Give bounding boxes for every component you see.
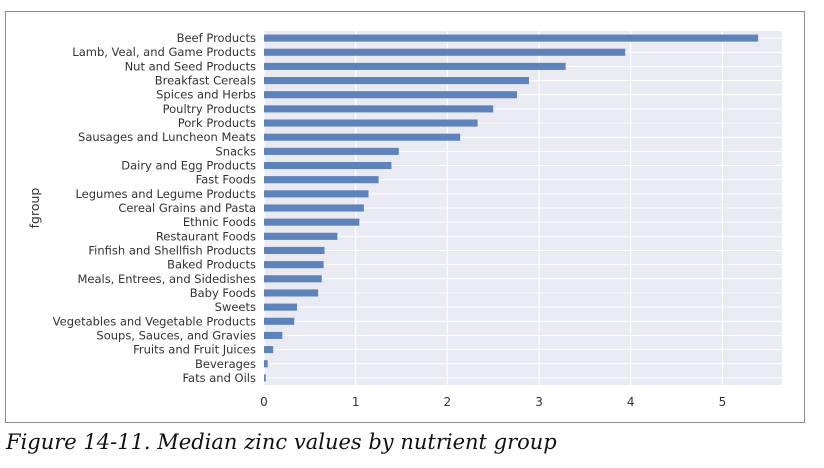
y-tick-label: Spices and Herbs <box>156 88 256 102</box>
bar <box>264 204 364 212</box>
bar <box>264 360 268 368</box>
x-tick-label: 1 <box>352 395 360 409</box>
bar <box>264 48 626 56</box>
bar <box>264 289 319 297</box>
y-tick-label: Nut and Seed Products <box>125 59 256 73</box>
y-tick-label: Snacks <box>215 144 256 158</box>
x-tick-label: 3 <box>535 395 543 409</box>
figure-frame: 0 1 2 3 4 5 Beef Products Lamb, Veal, and Game … <box>5 11 805 423</box>
bar <box>264 62 566 70</box>
y-tick-label: Fast Foods <box>196 173 256 187</box>
x-tick-label: 0 <box>260 395 268 409</box>
bar <box>264 232 338 240</box>
bar <box>264 190 369 198</box>
bar <box>264 176 379 184</box>
y-tick-label: Breakfast Cereals <box>155 74 256 88</box>
y-tick-label: Poultry Products <box>163 102 256 116</box>
bar <box>264 331 283 339</box>
bar <box>264 77 529 85</box>
bar <box>264 303 298 311</box>
bar <box>264 34 759 42</box>
y-tick-label: Beef Products <box>177 31 256 45</box>
bar <box>264 346 274 354</box>
bar <box>264 317 295 325</box>
y-tick-label: Fruits and Fruit Juices <box>133 343 256 357</box>
bar <box>264 119 478 127</box>
bar <box>264 246 325 255</box>
y-tick-label: Legumes and Legume Products <box>75 187 256 201</box>
y-tick-label: Soups, Sauces, and Gravies <box>96 328 256 342</box>
y-tick-label: Baked Products <box>167 258 256 272</box>
y-tick-label: Beverages <box>195 357 256 371</box>
y-tick-label: Baby Foods <box>190 286 256 300</box>
x-tick-label: 5 <box>719 395 727 409</box>
y-tick-label: Lamb, Veal, and Game Products <box>72 45 256 59</box>
y-tick-label: Pork Products <box>178 116 256 130</box>
bar <box>264 374 266 382</box>
x-tick-label: 2 <box>444 395 452 409</box>
x-tick-label: 4 <box>627 395 635 409</box>
bar <box>264 91 518 99</box>
y-tick-label: Sausages and Luncheon Meats <box>78 130 256 144</box>
y-tick-label: Vegetables and Vegetable Products <box>53 314 256 328</box>
bar <box>264 218 360 226</box>
y-axis-label: fgroup <box>27 188 42 229</box>
bar <box>264 147 399 155</box>
bar <box>264 261 324 269</box>
bar <box>264 105 494 113</box>
y-tick-label: Ethnic Foods <box>183 215 256 229</box>
y-tick-label: Sweets <box>215 300 256 314</box>
y-tick-label: Restaurant Foods <box>156 229 256 243</box>
y-tick-label: Finfish and Shellfish Products <box>88 243 256 257</box>
y-tick-label: Dairy and Egg Products <box>121 159 256 173</box>
y-tick-label: Meals, Entrees, and Sidedishes <box>77 272 256 286</box>
y-tick-label: Fats and Oils <box>183 371 257 385</box>
bar <box>264 133 461 141</box>
figure-caption: Figure 14-11. Median zinc values by nutr… <box>6 430 557 454</box>
bar <box>264 161 392 170</box>
y-tick-label: Cereal Grains and Pasta <box>118 201 256 215</box>
bar <box>264 275 322 283</box>
